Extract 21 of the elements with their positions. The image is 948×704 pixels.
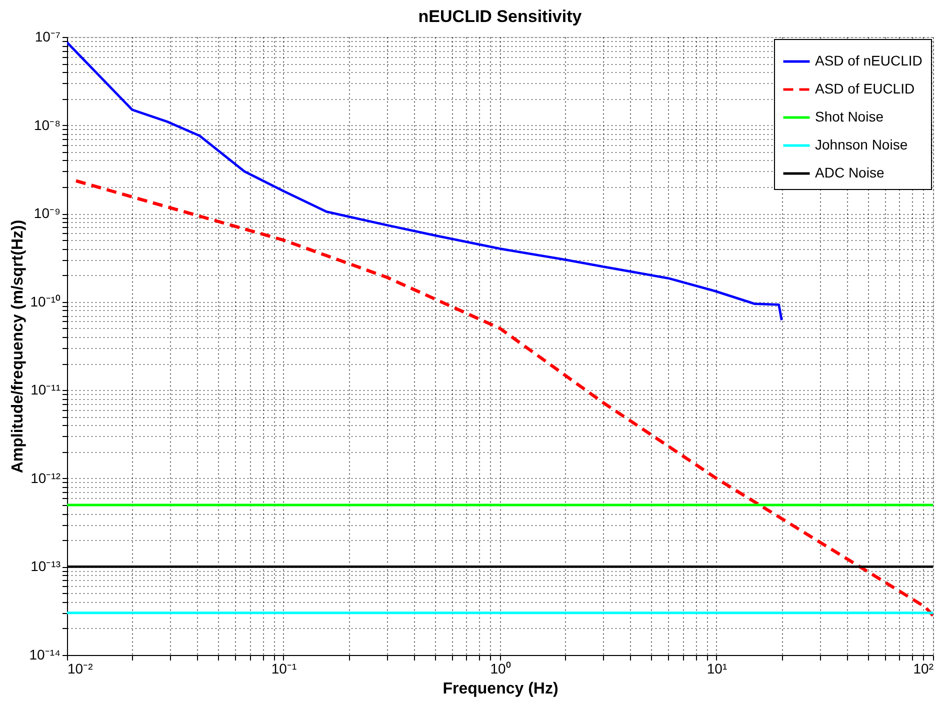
x-tick-label: 10⁰	[490, 660, 511, 676]
y-tick-label: 10⁻¹³	[30, 558, 61, 574]
y-tick-label: 10⁻⁷	[34, 28, 60, 44]
y-tick-label: 10⁻¹⁴	[29, 646, 60, 662]
legend-label: Johnson Noise	[815, 136, 908, 152]
legend-label: ADC Noise	[815, 164, 884, 180]
legend-label: ASD of nEUCLID	[815, 52, 922, 68]
x-tick-label: 10⁻¹	[271, 660, 297, 676]
legend-label: ASD of EUCLID	[815, 80, 915, 96]
y-tick-label: 10⁻⁹	[34, 205, 60, 222]
x-axis-title: Frequency (Hz)	[442, 680, 558, 698]
y-tick-label: 10⁻¹¹	[30, 382, 61, 398]
x-tick-label: 10⁻²	[68, 660, 94, 676]
y-tick-label: 10⁻¹²	[30, 470, 61, 486]
chart-title: nEUCLID Sensitivity	[418, 7, 582, 26]
y-tick-label: 10⁻⁸	[34, 116, 61, 133]
x-tick-label: 10¹	[706, 660, 728, 676]
y-axis-title: Amplitude/frequency (m/sqrt(Hz))	[9, 220, 26, 474]
legend-label: Shot Noise	[815, 108, 884, 124]
x-tick-label: 10²	[913, 660, 934, 676]
y-tick-label: 10⁻¹⁰	[30, 293, 60, 310]
